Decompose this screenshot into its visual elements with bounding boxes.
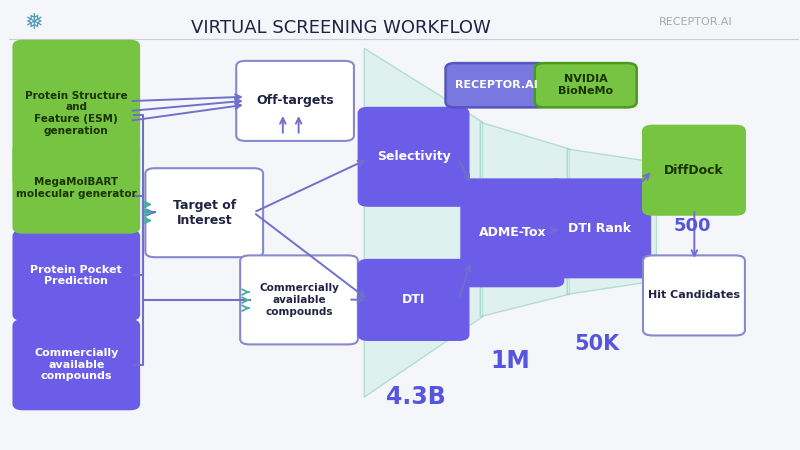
FancyBboxPatch shape	[14, 320, 139, 409]
Text: DTI: DTI	[402, 293, 426, 306]
FancyBboxPatch shape	[240, 256, 358, 344]
FancyBboxPatch shape	[534, 63, 637, 108]
FancyBboxPatch shape	[643, 126, 745, 215]
FancyBboxPatch shape	[14, 231, 139, 320]
FancyBboxPatch shape	[446, 63, 547, 108]
Text: Protein Structure
and
Feature (ESM)
generation: Protein Structure and Feature (ESM) gene…	[25, 91, 127, 135]
Text: ADME-Tox: ADME-Tox	[478, 226, 546, 239]
FancyBboxPatch shape	[358, 260, 469, 340]
FancyBboxPatch shape	[14, 144, 139, 233]
Polygon shape	[567, 149, 657, 294]
FancyBboxPatch shape	[358, 108, 469, 206]
Polygon shape	[480, 122, 570, 317]
FancyBboxPatch shape	[236, 61, 354, 141]
FancyBboxPatch shape	[14, 41, 139, 186]
FancyBboxPatch shape	[548, 180, 650, 277]
Text: DiffDock: DiffDock	[664, 164, 724, 177]
Text: DTI Rank: DTI Rank	[568, 222, 630, 235]
Text: Protein Pocket
Prediction: Protein Pocket Prediction	[30, 265, 122, 286]
Text: VIRTUAL SCREENING WORKFLOW: VIRTUAL SCREENING WORKFLOW	[190, 19, 490, 37]
Polygon shape	[364, 48, 482, 397]
Text: 50K: 50K	[574, 333, 620, 354]
Text: Commercially
available
compounds: Commercially available compounds	[34, 348, 118, 381]
Text: MegaMolBART
molecular generator: MegaMolBART molecular generator	[16, 177, 137, 199]
Text: ❅: ❅	[25, 13, 43, 32]
FancyBboxPatch shape	[462, 180, 563, 286]
Text: Commercially
available
compounds: Commercially available compounds	[259, 284, 339, 316]
Text: Hit Candidates: Hit Candidates	[648, 290, 740, 301]
Text: Off-targets: Off-targets	[256, 94, 334, 108]
Text: NVIDIA
BioNeMo: NVIDIA BioNeMo	[558, 74, 614, 96]
FancyBboxPatch shape	[146, 168, 263, 257]
Text: 4.3B: 4.3B	[386, 385, 446, 409]
Text: 1M: 1M	[490, 349, 530, 373]
Text: Target of
Interest: Target of Interest	[173, 199, 236, 227]
Text: Selectivity: Selectivity	[377, 150, 450, 163]
Text: RECEPTOR.AI: RECEPTOR.AI	[659, 17, 733, 27]
FancyBboxPatch shape	[643, 256, 745, 335]
Text: 500: 500	[674, 217, 710, 235]
Text: RECEPTOR.AI: RECEPTOR.AI	[455, 80, 538, 90]
